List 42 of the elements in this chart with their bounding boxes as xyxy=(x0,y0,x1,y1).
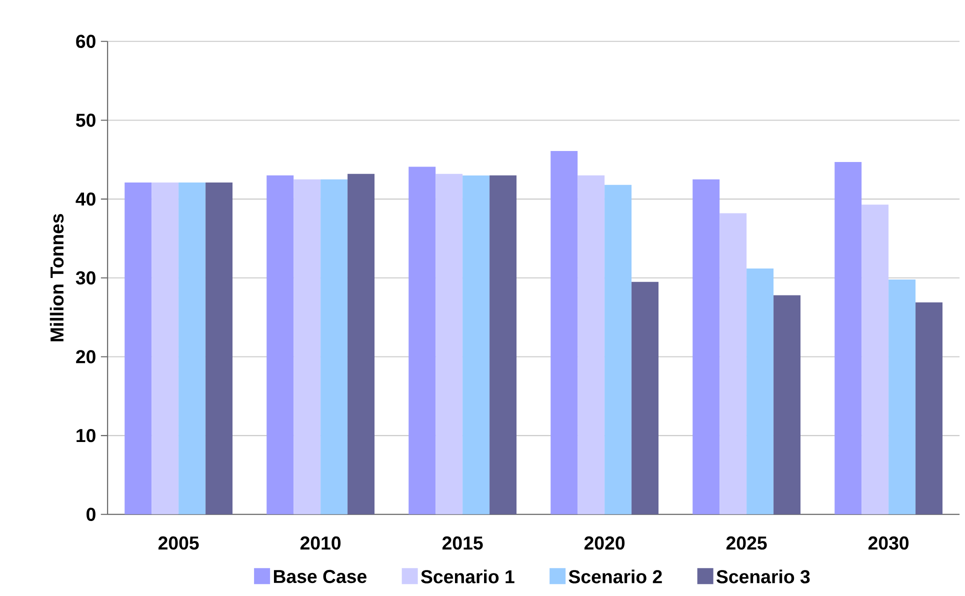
bar xyxy=(490,175,517,514)
bar xyxy=(178,182,206,514)
bar xyxy=(888,279,916,514)
bar xyxy=(720,213,747,514)
y-tick-label: 10 xyxy=(76,428,96,442)
bar xyxy=(692,179,720,514)
bar xyxy=(152,182,179,514)
y-tick-label: 50 xyxy=(76,114,96,127)
x-tick-label: 2015 xyxy=(442,536,483,550)
bar xyxy=(578,175,605,514)
legend-label: Scenario 3 xyxy=(716,570,810,584)
bar xyxy=(550,150,578,514)
bar xyxy=(408,166,436,514)
y-tick-label: 60 xyxy=(76,34,96,48)
legend-label: Scenario 1 xyxy=(421,570,514,584)
bar xyxy=(834,162,862,514)
x-tick-label: 2005 xyxy=(158,536,199,550)
legend-label: Base Case xyxy=(274,570,366,584)
bar xyxy=(294,179,321,514)
bar xyxy=(436,174,463,514)
bar xyxy=(266,175,294,514)
y-tick-label: 40 xyxy=(76,192,96,206)
x-tick-label: 2020 xyxy=(584,536,625,550)
x-tick-label: 2025 xyxy=(726,536,767,550)
x-tick-label: 2010 xyxy=(300,536,341,550)
y-tick-label: 0 xyxy=(86,508,96,522)
bar xyxy=(206,182,233,514)
y-tick-label: 30 xyxy=(76,271,96,285)
bar xyxy=(774,295,800,514)
bar xyxy=(632,282,659,514)
bar xyxy=(124,182,152,514)
bar xyxy=(862,204,889,514)
legend-label: Scenario 2 xyxy=(568,570,662,584)
bar xyxy=(462,175,490,514)
bar xyxy=(916,302,942,514)
bar xyxy=(320,179,348,514)
bar xyxy=(348,174,375,514)
bar xyxy=(604,184,632,514)
y-tick-label: 20 xyxy=(76,350,96,364)
bar xyxy=(746,268,774,514)
x-tick-label: 2030 xyxy=(868,536,909,550)
y-axis-title: Million Tonnes xyxy=(50,214,64,342)
